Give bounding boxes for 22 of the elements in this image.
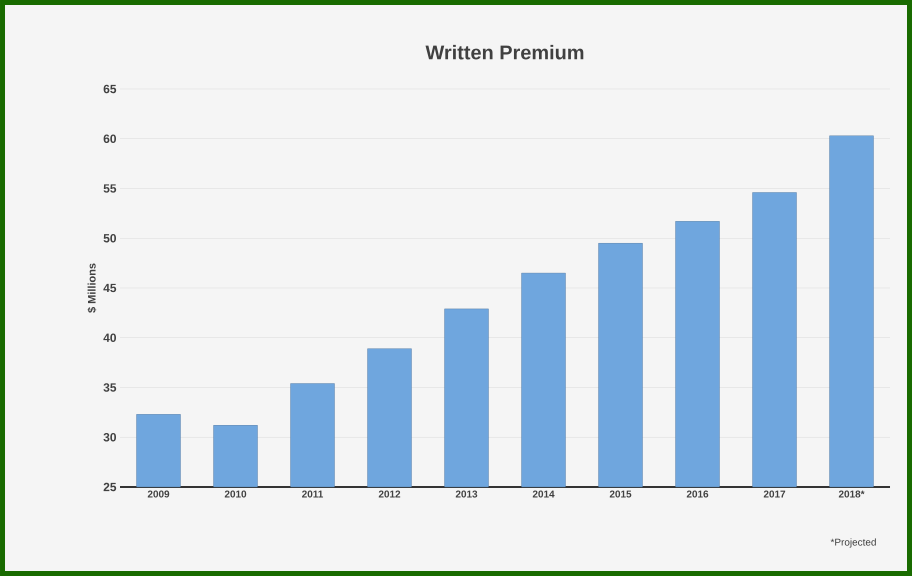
y-tick-label: 35 <box>103 383 116 392</box>
y-tick-label: 65 <box>104 84 116 94</box>
y-tick-label: 60 <box>104 134 116 143</box>
x-tick-label: 2016 <box>686 490 708 498</box>
y-tick-label: 55 <box>104 184 116 193</box>
y-tick-label: 45 <box>103 284 116 292</box>
x-tick-label: 2009 <box>148 490 170 498</box>
chart-title: Written Premium <box>425 44 584 60</box>
x-tick-label: 2017 <box>764 490 786 498</box>
y-tick-label: 25 <box>104 482 116 492</box>
y-tick-label: 30 <box>103 433 116 442</box>
x-tick-label: 2013 <box>456 490 478 498</box>
y-axis-title: $ Millions <box>87 263 96 313</box>
y-tick-label: 50 <box>104 234 116 242</box>
y-tick-label: 40 <box>103 334 116 342</box>
x-tick-label: 2011 <box>302 490 324 498</box>
x-tick-label: 2010 <box>224 490 246 498</box>
x-tick-label: 2012 <box>378 490 400 498</box>
x-tick-label: 2014 <box>532 490 555 498</box>
text: *Projected <box>830 538 876 548</box>
x-tick-label: 2015 <box>610 490 632 498</box>
x-tick-label: 2018* <box>838 490 865 498</box>
